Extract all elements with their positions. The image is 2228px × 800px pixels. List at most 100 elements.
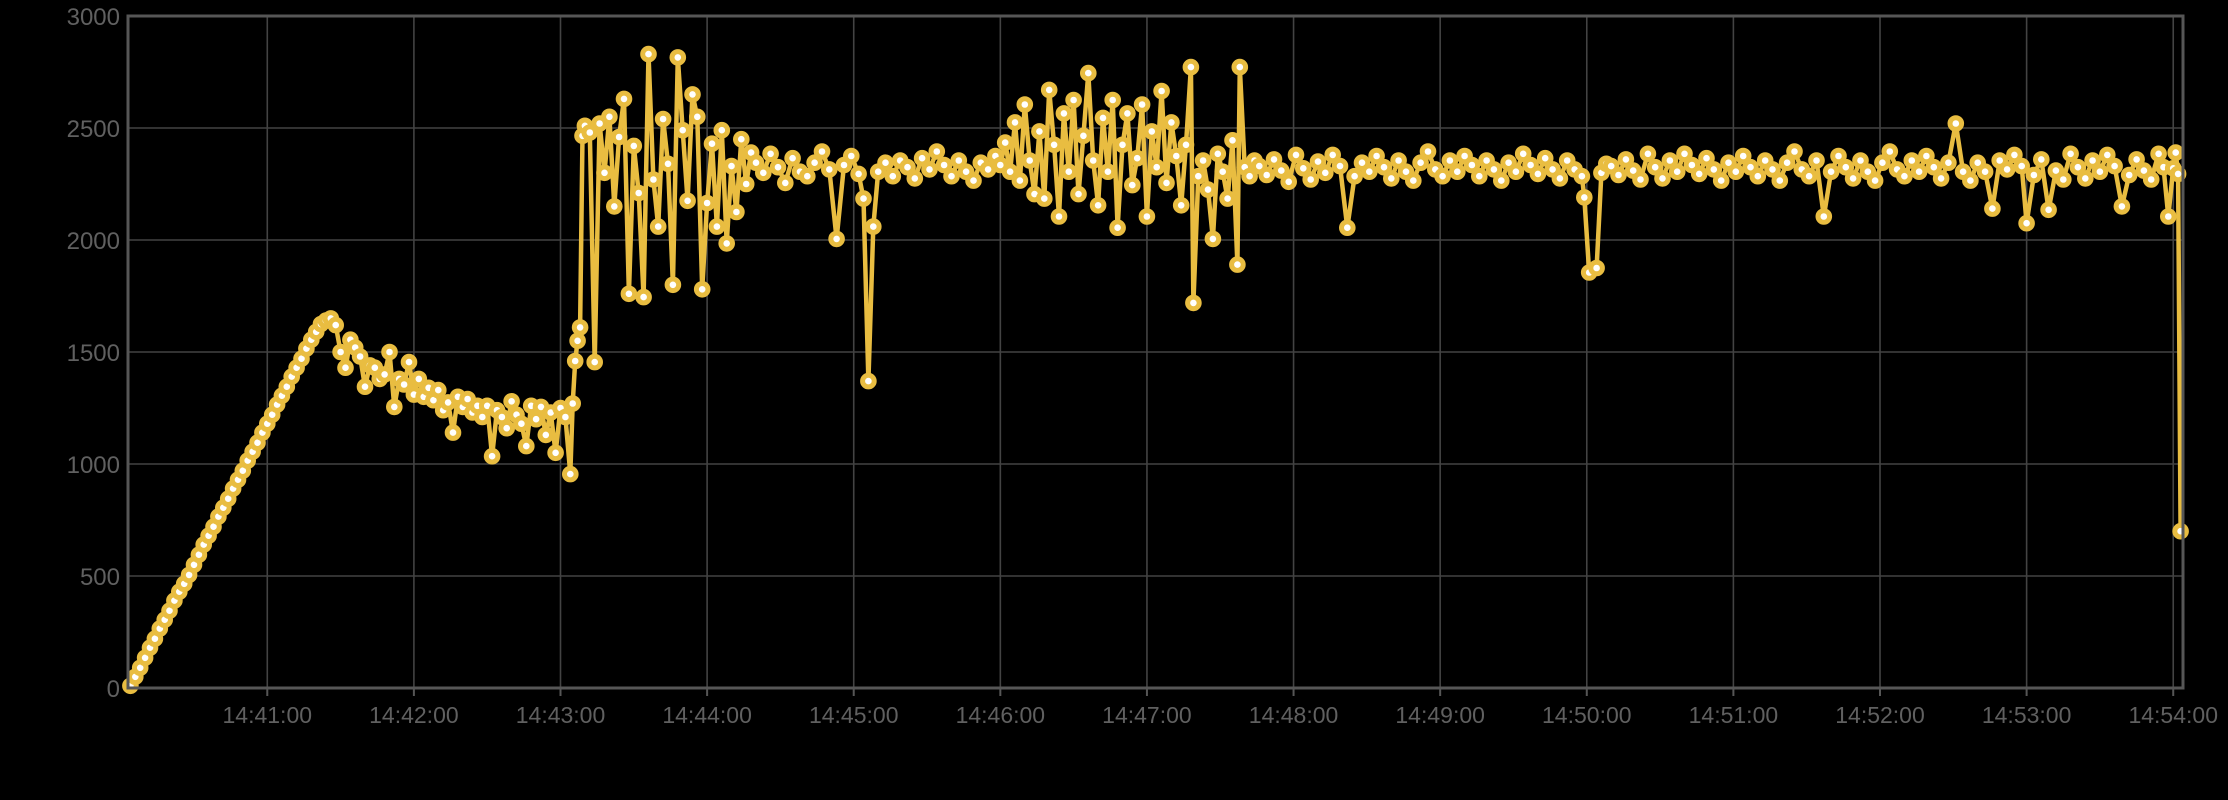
data-point <box>1749 167 1767 185</box>
data-point <box>1576 189 1593 206</box>
data-point <box>2113 198 2131 215</box>
data-point <box>1287 146 1305 164</box>
x-tick-label: 14:51:00 <box>1689 702 1779 728</box>
data-point <box>679 192 696 210</box>
data-point <box>1331 157 1349 175</box>
data-point <box>1001 163 1019 180</box>
data-point <box>1148 158 1165 176</box>
data-point <box>737 175 755 193</box>
data-point <box>2120 166 2138 184</box>
data-point <box>996 134 1014 151</box>
data-point <box>698 194 716 212</box>
data-point <box>537 426 555 444</box>
axis-labels-layer: 0 500 1000 1500 2000 2500 3000 14:41:00 14:42:00… <box>67 4 2218 728</box>
data-point <box>928 143 946 160</box>
data-point <box>1055 105 1073 122</box>
y-tick-label: 1500 <box>67 340 120 367</box>
data-point <box>1177 136 1195 154</box>
data-point <box>950 152 968 169</box>
data-point <box>2018 214 2035 232</box>
data-point <box>2069 158 2087 176</box>
y-tick-label: 2500 <box>67 116 120 143</box>
data-point <box>1405 172 1422 189</box>
data-point <box>1241 167 1258 185</box>
data-point <box>376 366 393 383</box>
x-tick-label: 14:45:00 <box>809 702 899 728</box>
data-point <box>1229 256 1246 273</box>
data-point <box>1302 171 1319 188</box>
data-point <box>1361 163 1378 180</box>
data-point <box>1224 132 1241 149</box>
data-point <box>1021 152 1038 169</box>
data-point <box>586 353 604 371</box>
data-point <box>2040 201 2057 219</box>
data-point <box>684 86 701 103</box>
data-point <box>1094 109 1112 127</box>
data-point <box>1866 172 1884 189</box>
data-point <box>1639 145 1657 163</box>
data-point <box>1084 152 1102 169</box>
data-point <box>1903 152 1921 169</box>
data-point <box>503 393 520 410</box>
data-point <box>444 424 462 441</box>
data-point <box>513 415 530 433</box>
data-point <box>596 164 613 182</box>
data-point <box>1434 167 1451 185</box>
data-point <box>1133 96 1151 113</box>
data-point <box>1493 172 1510 189</box>
data-point <box>1324 146 1341 164</box>
data-point <box>1463 156 1481 174</box>
data-point <box>1114 136 1131 154</box>
data-point <box>1764 161 1781 178</box>
data-point <box>855 190 872 207</box>
data-point <box>1172 197 1190 214</box>
data-point <box>1514 145 1532 163</box>
data-point <box>747 154 765 171</box>
x-tick-label: 14:47:00 <box>1102 702 1192 728</box>
data-point <box>1705 161 1723 178</box>
data-point <box>610 128 628 146</box>
x-tick-label: 14:46:00 <box>956 702 1046 728</box>
y-tick-label: 2000 <box>67 228 120 255</box>
plot-area[interactable] <box>128 16 2183 688</box>
data-point <box>1065 91 1082 109</box>
data-point <box>1190 167 1207 185</box>
data-point <box>430 381 447 399</box>
data-point <box>1676 145 1693 163</box>
data-point <box>1109 219 1126 236</box>
data-point <box>1168 147 1185 165</box>
data-point <box>351 348 369 365</box>
data-point <box>2013 157 2030 175</box>
axis-layer <box>126 14 2185 696</box>
data-point <box>1412 154 1429 171</box>
data-point <box>1050 208 1068 225</box>
plot-border <box>126 14 2185 690</box>
data-point <box>2128 151 2145 168</box>
data-point <box>571 319 589 336</box>
data-point <box>913 149 931 167</box>
data-point <box>877 154 894 171</box>
x-tick-label: 14:43:00 <box>516 702 606 728</box>
data-point <box>581 124 599 141</box>
data-point <box>1011 172 1029 189</box>
y-tick-label: 0 <box>107 676 120 703</box>
data-point <box>564 395 582 412</box>
data-point <box>1199 181 1217 198</box>
grid-layer <box>128 15 2183 688</box>
data-point <box>1947 115 1965 132</box>
series-layer <box>122 45 2189 695</box>
data-point <box>2106 157 2123 175</box>
data-point <box>921 161 938 178</box>
data-point <box>664 276 682 294</box>
data-point <box>1419 143 1437 160</box>
data-point <box>799 167 816 185</box>
data-point <box>1485 161 1503 178</box>
data-point <box>630 184 648 202</box>
data-point <box>1536 149 1554 167</box>
data-point <box>1339 219 1356 236</box>
data-point <box>649 218 667 235</box>
data-point <box>1119 105 1136 122</box>
data-point <box>1844 170 1862 187</box>
data-point <box>777 174 794 192</box>
data-point <box>1158 174 1175 192</box>
